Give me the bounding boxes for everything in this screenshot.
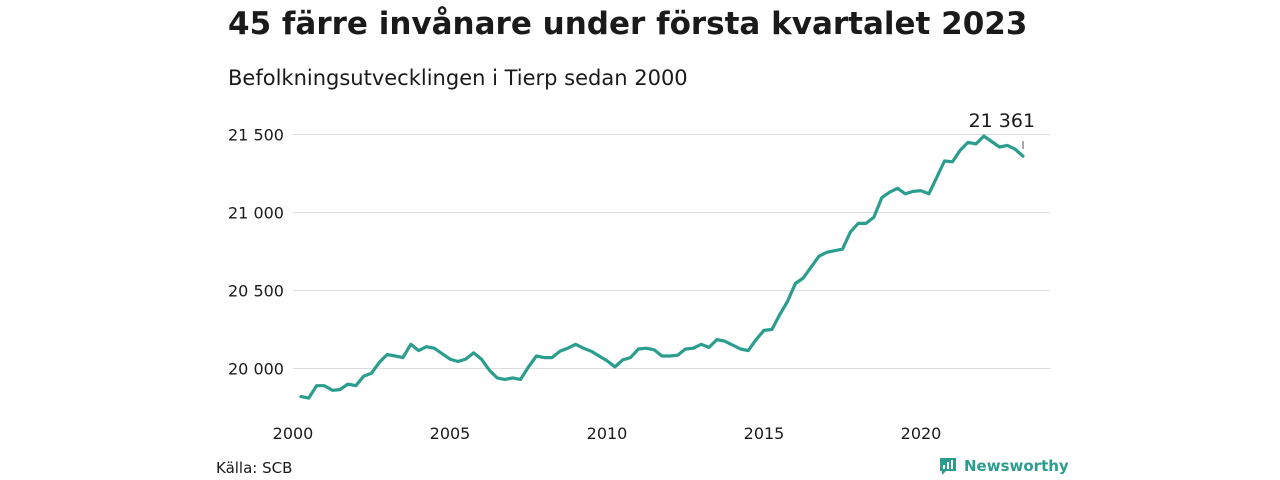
y-tick-label: 21 000 [228, 204, 284, 223]
chart-subtitle: Befolkningsutvecklingen i Tierp sedan 20… [228, 66, 688, 90]
x-tick-label: 2005 [430, 424, 471, 443]
x-tick-label: 2000 [273, 424, 314, 443]
source-label: Källa: SCB [216, 459, 293, 477]
brand-name: Newsworthy [964, 457, 1069, 475]
population-line [299, 134, 1025, 400]
y-tick-label: 20 000 [228, 360, 284, 379]
brand-logo: Newsworthy [938, 456, 1069, 476]
y-tick-label: 20 500 [228, 282, 284, 301]
newsworthy-logo-icon [940, 458, 956, 475]
y-tick-label: 21 500 [228, 126, 284, 145]
chart-title: 45 färre invånare under första kvartalet… [228, 6, 1028, 42]
x-tick-label: 2010 [587, 424, 628, 443]
x-tick-label: 2020 [901, 424, 942, 443]
x-tick-label: 2015 [744, 424, 785, 443]
last-value-label: 21 361 [969, 110, 1035, 132]
line-chart: 20 000 20 500 21 000 21 500 2000 2005 2010 2015… [228, 110, 1050, 443]
